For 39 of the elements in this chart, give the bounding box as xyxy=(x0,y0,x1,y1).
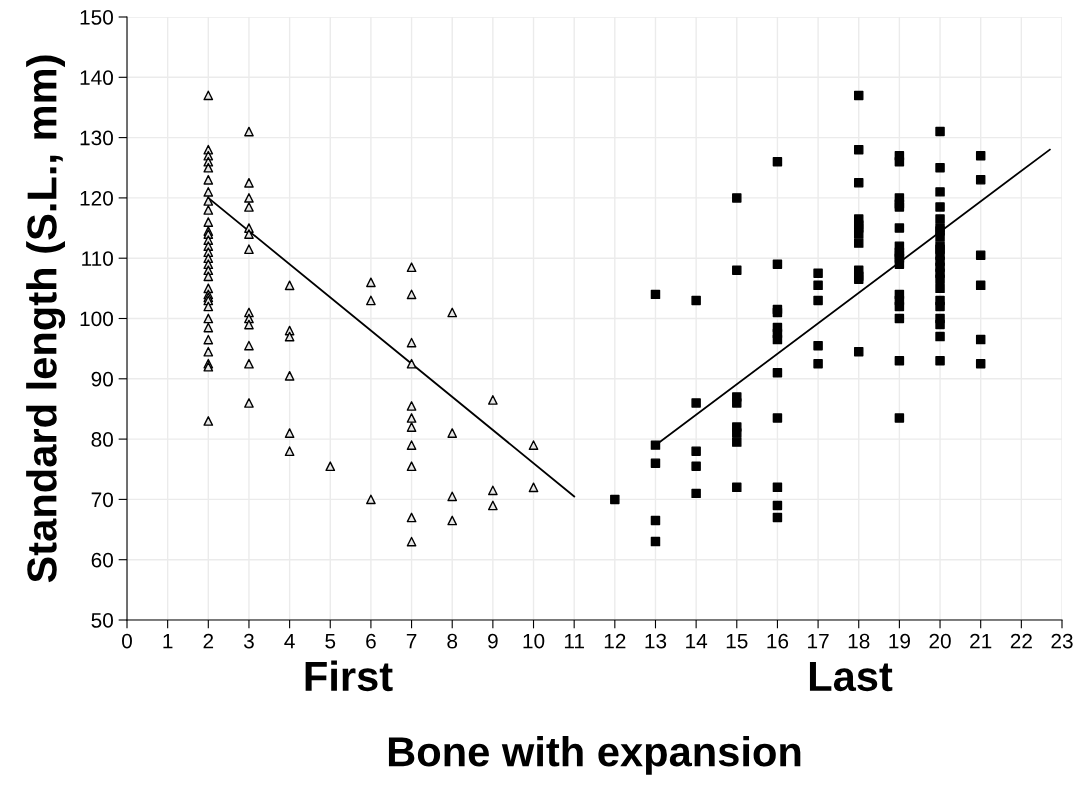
x-axis-title: Bone with expansion xyxy=(388,735,801,775)
text: First xyxy=(305,660,393,692)
x-tick-label: 15 xyxy=(726,633,748,649)
y-tick-label: 130 xyxy=(80,130,113,146)
x-tick-label: 6 xyxy=(366,633,376,649)
x-tick-label: 19 xyxy=(889,633,910,649)
x-tick-label: 23 xyxy=(1051,633,1073,649)
x-tick-label: 13 xyxy=(645,633,667,649)
y-tick-label: 150 xyxy=(80,10,113,25)
x-tick-label: 12 xyxy=(604,633,626,649)
x-tick-label: 1 xyxy=(163,633,173,649)
y-tick-label: 90 xyxy=(91,371,113,387)
y-tick-label: 110 xyxy=(82,251,113,266)
y-tick-label: 70 xyxy=(91,492,113,508)
x-tick-label: 11 xyxy=(564,633,584,649)
x-tick-label: 4 xyxy=(284,633,295,649)
x-tick-label: 16 xyxy=(767,633,789,649)
y-tick-label: 50 xyxy=(91,613,113,628)
x-tick-label: 17 xyxy=(808,633,829,649)
y-tick-label: 140 xyxy=(80,70,113,86)
y-tick-label: 80 xyxy=(91,432,113,447)
x-tick-label: 20 xyxy=(929,633,951,649)
x-tick-label: 5 xyxy=(325,633,336,649)
x-tick-label: 8 xyxy=(447,633,458,649)
x-tick-label: 21 xyxy=(970,633,992,649)
y-tick-label: 60 xyxy=(91,552,113,568)
x-tick-label: 9 xyxy=(488,633,498,649)
y-tick-label: 100 xyxy=(80,311,113,327)
x-tick-label: 2 xyxy=(203,633,214,649)
text: Last xyxy=(809,662,893,692)
x-tick-label: 7 xyxy=(406,633,417,649)
x-tick-label: 0 xyxy=(122,633,132,649)
x-tick-label: 22 xyxy=(1010,633,1032,649)
x-tick-label: 18 xyxy=(848,633,870,649)
y-tick-label: 120 xyxy=(80,190,113,206)
y-axis-title: Standard length (S.L., mm) xyxy=(26,55,66,583)
x-tick-label: 14 xyxy=(686,633,708,649)
x-tick-label: 10 xyxy=(523,633,545,649)
x-tick-label: 3 xyxy=(243,633,254,649)
